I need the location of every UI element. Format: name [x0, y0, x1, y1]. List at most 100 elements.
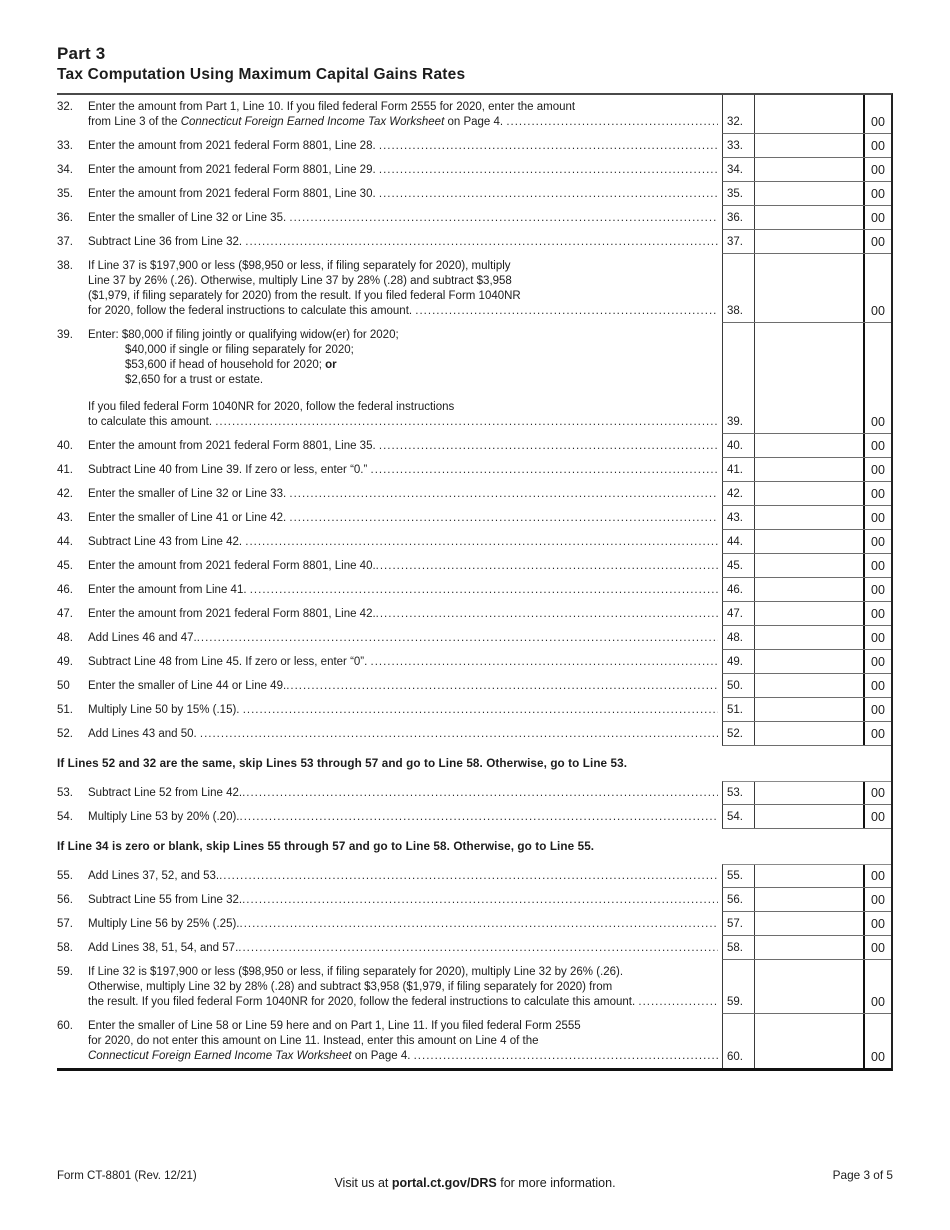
line-number: 59. [57, 966, 73, 978]
amount-box-36: 36. 00 [722, 206, 891, 230]
amount-box-46: 46. 00 [722, 578, 891, 602]
amount-field-55[interactable] [755, 865, 865, 887]
line-number: 44. [57, 536, 73, 548]
amount-box-49: 49. 00 [722, 650, 891, 674]
text-segment: Enter the amount from Part 1, Line 10. I… [88, 101, 576, 113]
cents-label: 00 [871, 463, 885, 477]
cents-label: 00 [871, 535, 885, 549]
line-text-area: 38. If Line 37 is $197,900 or less ($98,9… [57, 254, 722, 323]
amount-field-34[interactable] [755, 158, 865, 181]
cents-label: 00 [871, 655, 885, 669]
amount-field-57[interactable] [755, 912, 865, 935]
dot-leader [242, 786, 718, 801]
line-number: 36. [57, 212, 73, 224]
amount-field-40[interactable] [755, 434, 865, 457]
amount-field-37[interactable] [755, 230, 865, 253]
amount-field-42[interactable] [755, 482, 865, 505]
amount-field-35[interactable] [755, 182, 865, 205]
form-row-54: 54.Multiply Line 53 by 20% (.20).54.00 [57, 805, 891, 829]
box-line-number: 46. [723, 578, 755, 601]
amount-field-44[interactable] [755, 530, 865, 553]
line-description: Add Lines 46 and 47. [88, 631, 718, 646]
text-segment: for 2020, follow the federal instruction… [88, 305, 416, 317]
amount-box-50: 50. 00 [722, 674, 891, 698]
line-description: Subtract Line 52 from Line 42. [88, 786, 718, 801]
line-text-area: 58. Add Lines 38, 51, 54, and 57. [57, 936, 722, 960]
description-line: for 2020, follow the federal instruction… [88, 304, 718, 319]
line-number: 50 [57, 680, 70, 692]
dot-leader [245, 535, 718, 550]
amount-field-56[interactable] [755, 888, 865, 911]
box-line-number: 36. [723, 206, 755, 229]
line-text-area: 46. Enter the amount from Line 41. [57, 578, 722, 602]
amount-field-45[interactable] [755, 554, 865, 577]
amount-field-54[interactable] [755, 805, 865, 828]
dot-leader [371, 655, 718, 670]
amount-field-60[interactable] [755, 1014, 865, 1068]
amount-field-39[interactable] [755, 323, 865, 433]
form-row-47: 47. Enter the amount from 2021 federal Fo… [57, 602, 891, 626]
cents-label: 00 [871, 211, 885, 225]
cents-label: 00 [871, 995, 885, 1009]
amount-box-56: 56. 00 [722, 888, 891, 912]
description-line: Otherwise, multiply Line 32 by 28% (.28)… [88, 980, 718, 995]
amount-field-38[interactable] [755, 254, 865, 322]
description-line: to calculate this amount. [88, 415, 718, 430]
description-line: Subtract Line 43 from Line 42. [88, 535, 718, 550]
cents-label: 00 [871, 607, 885, 621]
amount-field-52[interactable] [755, 722, 865, 745]
amount-field-32[interactable] [755, 95, 865, 133]
form-row-58: 58.Add Lines 38, 51, 54, and 57.58.00 [57, 936, 891, 960]
text-segment: Enter the smaller of Line 41 or Line 42. [88, 512, 290, 524]
amount-field-48[interactable] [755, 626, 865, 649]
form-row-41: 41. Subtract Line 40 from Line 39. If zer… [57, 458, 891, 482]
description-line: Enter the amount from 2021 federal Form … [88, 559, 718, 574]
form-table: 32. Enter the amount from Part 1, Line 10… [57, 93, 893, 1071]
amount-field-41[interactable] [755, 458, 865, 481]
amount-field-43[interactable] [755, 506, 865, 529]
amount-field-47[interactable] [755, 602, 865, 625]
box-line-number: 37. [723, 230, 755, 253]
amount-field-59[interactable] [755, 960, 865, 1013]
amount-box-48: 48. 00 [722, 626, 891, 650]
line-number: 46. [57, 584, 73, 596]
amount-box-41: 41. 00 [722, 458, 891, 482]
line-text-area: 39. Enter: $80,000 if filing jointly or q… [57, 323, 722, 434]
amount-field-58[interactable] [755, 936, 865, 959]
text-segment: Enter the amount from 2021 federal Form … [88, 140, 379, 152]
line-number: 48. [57, 632, 73, 644]
description-line: Add Lines 43 and 50. [88, 727, 718, 742]
line-description: Enter the amount from 2021 federal Form … [88, 139, 718, 154]
description-line: Enter the smaller of Line 58 or Line 59 … [88, 1019, 718, 1034]
line-description: Enter the amount from 2021 federal Form … [88, 559, 718, 574]
description-line: from Line 3 of the Connecticut Foreign E… [88, 115, 718, 130]
cents-label: 00 [871, 727, 885, 741]
line-description: Enter the smaller of Line 32 or Line 35. [88, 211, 718, 226]
line-description: Enter the amount from 2021 federal Form … [88, 607, 718, 622]
box-line-number: 33. [723, 134, 755, 157]
dot-leader [286, 679, 718, 694]
text-segment: the result. If you filed federal Form 10… [88, 996, 639, 1008]
text-segment: on Page 4. [351, 1050, 414, 1062]
line-description: Subtract Line 55 from Line 32. [88, 893, 718, 908]
dot-leader [215, 415, 718, 430]
amount-field-49[interactable] [755, 650, 865, 673]
amount-box-33: 33. 00 [722, 134, 891, 158]
line-description: Enter the smaller of Line 58 or Line 59 … [88, 1019, 718, 1064]
amount-field-51[interactable] [755, 698, 865, 721]
text-segment: Subtract Line 36 from Line 32. [88, 236, 246, 248]
amount-field-33[interactable] [755, 134, 865, 157]
amount-field-46[interactable] [755, 578, 865, 601]
amount-field-53[interactable] [755, 782, 865, 804]
amount-box-37: 37. 00 [722, 230, 891, 254]
dot-leader [200, 727, 718, 742]
line-description: Subtract Line 43 from Line 42. [88, 535, 718, 550]
dot-leader [371, 463, 718, 478]
amount-field-36[interactable] [755, 206, 865, 229]
text-segment: Enter the smaller of Line 58 or Line 59 … [88, 1020, 581, 1032]
line-text-area: 55. Add Lines 37, 52, and 53. [57, 864, 722, 888]
line-number: 45. [57, 560, 73, 572]
dot-leader [289, 211, 718, 226]
form-row-42: 42. Enter the smaller of Line 32 or Line … [57, 482, 891, 506]
amount-field-50[interactable] [755, 674, 865, 697]
